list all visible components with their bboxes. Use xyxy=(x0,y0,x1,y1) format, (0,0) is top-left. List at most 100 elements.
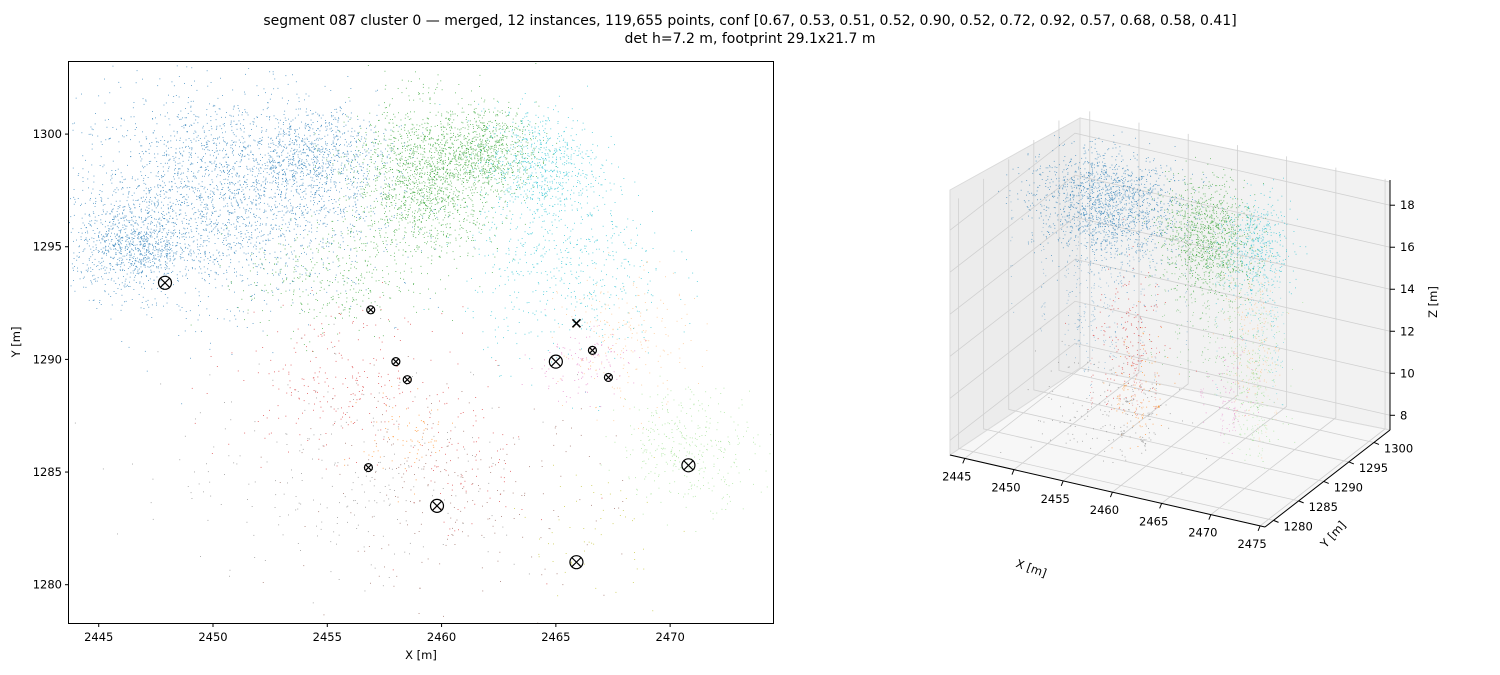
point xyxy=(271,161,272,162)
point xyxy=(342,113,344,114)
point xyxy=(269,233,271,235)
point xyxy=(120,86,122,88)
point xyxy=(214,160,216,162)
point xyxy=(126,200,128,202)
point xyxy=(99,300,101,301)
point xyxy=(403,191,405,193)
point xyxy=(95,113,96,114)
point xyxy=(107,251,109,253)
point xyxy=(326,144,328,146)
point xyxy=(502,206,504,208)
point xyxy=(120,266,122,268)
point xyxy=(108,251,110,253)
point xyxy=(289,123,290,125)
point xyxy=(113,248,115,250)
point xyxy=(403,237,405,239)
point xyxy=(124,255,126,257)
point xyxy=(316,163,317,164)
point xyxy=(330,169,332,171)
point xyxy=(299,288,300,290)
point xyxy=(210,270,212,272)
point xyxy=(140,242,142,244)
point xyxy=(256,266,258,268)
point xyxy=(269,230,271,232)
point xyxy=(157,205,158,207)
point xyxy=(161,284,163,285)
point xyxy=(323,208,325,210)
point xyxy=(148,207,150,209)
point xyxy=(78,256,80,258)
point xyxy=(380,143,382,145)
point xyxy=(411,231,413,233)
point xyxy=(199,199,201,201)
point xyxy=(252,263,254,265)
point xyxy=(132,199,134,201)
point xyxy=(236,161,238,162)
point xyxy=(420,175,422,177)
point xyxy=(123,136,125,138)
point xyxy=(427,241,428,243)
point xyxy=(364,212,365,213)
point xyxy=(269,168,271,170)
point xyxy=(175,156,177,158)
point xyxy=(188,152,190,154)
point xyxy=(155,207,157,209)
point xyxy=(149,252,151,254)
point xyxy=(209,184,211,186)
point xyxy=(370,125,372,126)
point xyxy=(309,170,311,172)
point xyxy=(241,202,243,204)
point xyxy=(289,199,291,200)
point xyxy=(205,203,207,205)
point xyxy=(184,181,185,182)
point xyxy=(265,165,267,166)
point xyxy=(170,135,172,137)
point xyxy=(142,240,144,242)
point xyxy=(353,236,355,238)
point xyxy=(236,123,238,125)
point xyxy=(444,211,446,213)
point xyxy=(305,159,307,160)
point xyxy=(223,229,225,231)
point xyxy=(304,229,306,231)
point xyxy=(203,131,205,133)
point xyxy=(216,176,218,178)
point xyxy=(155,243,157,244)
point xyxy=(109,92,111,94)
point xyxy=(89,220,91,222)
point xyxy=(422,196,424,198)
point xyxy=(370,210,372,212)
point xyxy=(439,168,440,170)
point xyxy=(445,181,447,183)
point xyxy=(421,176,423,178)
point xyxy=(200,253,201,254)
point xyxy=(258,197,260,199)
point xyxy=(115,243,117,245)
point xyxy=(324,191,325,192)
point xyxy=(423,139,425,141)
point xyxy=(426,130,428,132)
point xyxy=(134,129,136,130)
point xyxy=(310,196,312,198)
point xyxy=(130,139,131,141)
point xyxy=(192,163,194,165)
point xyxy=(202,221,204,222)
point xyxy=(269,239,271,241)
point xyxy=(184,212,186,214)
point xyxy=(80,228,82,229)
point xyxy=(447,212,449,213)
point xyxy=(407,211,409,213)
point xyxy=(200,193,202,195)
point xyxy=(308,230,310,232)
point xyxy=(177,116,179,118)
point xyxy=(150,223,151,225)
point xyxy=(263,190,265,192)
point xyxy=(525,182,527,183)
point xyxy=(270,155,271,157)
point xyxy=(199,190,200,192)
point xyxy=(271,189,272,191)
point xyxy=(138,234,140,235)
point xyxy=(332,115,334,117)
point xyxy=(326,167,328,169)
point xyxy=(159,217,161,219)
